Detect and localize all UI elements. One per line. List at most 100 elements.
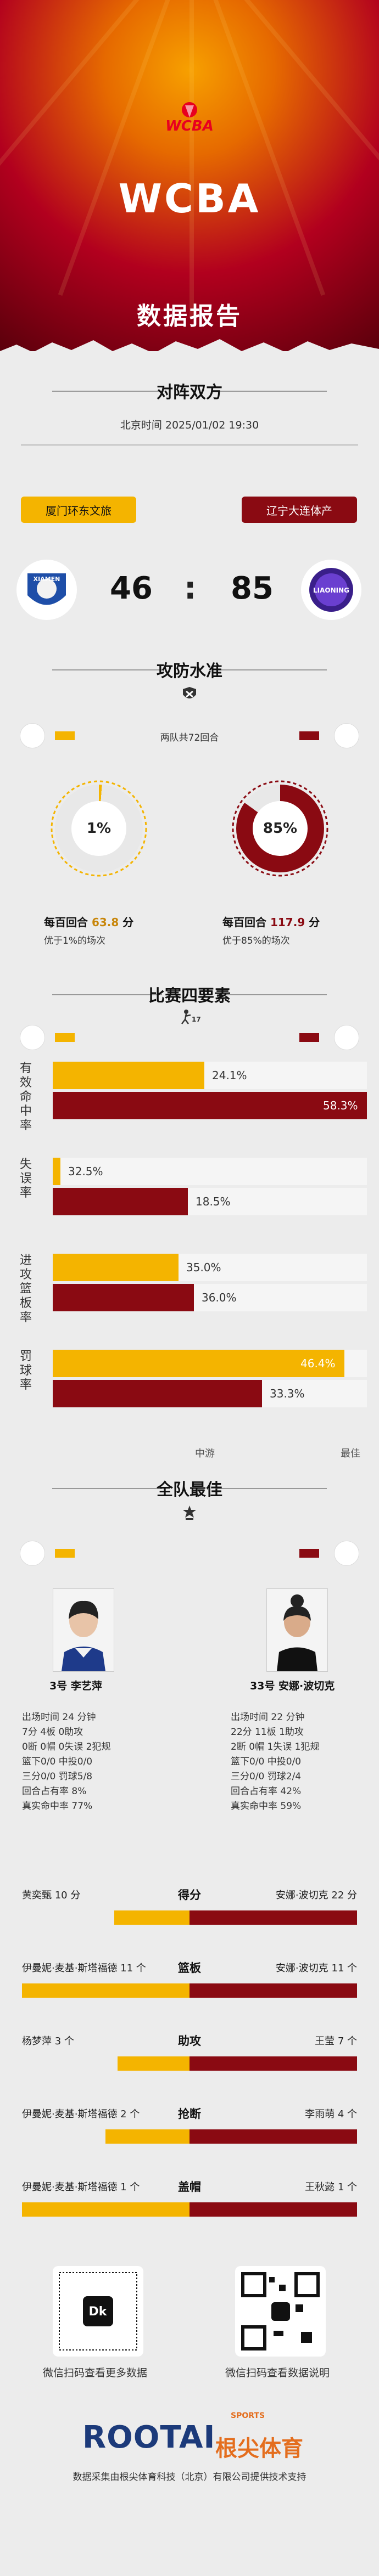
factor-bar-away bbox=[53, 1092, 367, 1119]
qr-left-caption: 微信扫码查看更多数据 bbox=[43, 2367, 148, 2379]
star-trophy-icon bbox=[183, 1506, 196, 1520]
efficiency-section-title: 攻防水准 bbox=[157, 662, 222, 681]
leader-bar-away bbox=[190, 1910, 357, 1925]
player-stat-line: 22分 11板 1助攻 bbox=[231, 1727, 304, 1738]
away-player-photo bbox=[266, 1588, 328, 1672]
svg-text:17: 17 bbox=[192, 1016, 200, 1023]
hero-banner: WCBA WCBA 数据报告 bbox=[0, 0, 379, 351]
score-colon: : bbox=[184, 571, 197, 606]
four-factors-section-title: 比赛四要素 bbox=[148, 987, 231, 1006]
factor-label: 进攻篮板率 bbox=[20, 1254, 32, 1324]
factor-bar-home bbox=[53, 1158, 60, 1185]
factor-value-home: 24.1% bbox=[212, 1069, 247, 1082]
leader-category-name: 篮板 bbox=[178, 1961, 201, 1975]
home-efficiency-ring: 1% bbox=[51, 780, 147, 877]
away-per100-line: 每百回合 117.9 分 bbox=[222, 916, 320, 929]
shield-cross-icon bbox=[183, 687, 196, 698]
player-stat-line: 三分0/0 罚球2/4 bbox=[231, 1771, 302, 1782]
leader-bar-away bbox=[190, 2202, 357, 2217]
factor-bar-home bbox=[53, 1062, 204, 1089]
rootai-brand: ROOTAI bbox=[82, 2420, 216, 2455]
home-team-logo-icon: XIAMEN bbox=[27, 573, 66, 605]
axis-mid-label: 中游 bbox=[195, 1448, 215, 1459]
leader-category-name: 盖帽 bbox=[178, 2180, 201, 2194]
player-stat-line: 回合占有率 42% bbox=[231, 1786, 302, 1797]
home-team-logo: XIAMEN bbox=[16, 560, 77, 620]
wcba-logo: WCBA bbox=[135, 98, 244, 136]
player-avatar-icon bbox=[267, 1589, 327, 1671]
leader-home-label: 黄奕甄 10 分 bbox=[22, 1890, 81, 1901]
best-section-title: 全队最佳 bbox=[157, 1480, 222, 1500]
factor-value-away: 33.3% bbox=[270, 1387, 305, 1400]
axis-best-label: 最佳 bbox=[341, 1448, 360, 1459]
player-stat-line: 出场时间 24 分钟 bbox=[22, 1712, 96, 1723]
leader-bar-away bbox=[190, 2056, 357, 2071]
qr-code-icon bbox=[241, 2272, 320, 2350]
leader-bar-home bbox=[105, 2129, 190, 2144]
leader-home-label: 杨梦萍 3 个 bbox=[22, 2036, 74, 2047]
away-mini-logo-ff bbox=[334, 1025, 359, 1050]
player-avatar-icon bbox=[53, 1589, 114, 1671]
leader-category-name: 得分 bbox=[178, 1889, 201, 1902]
leader-bar-away bbox=[190, 1983, 357, 1998]
factor-label: 有效命中率 bbox=[20, 1062, 32, 1132]
away-player-name: 33号 安娜·波切克 bbox=[250, 1680, 335, 1692]
player-dribble-icon: 17 bbox=[181, 1010, 200, 1024]
home-legend-bar-ff bbox=[55, 1033, 75, 1042]
away-team-logo-icon: LIAONING bbox=[309, 568, 353, 612]
player-stat-line: 篮下0/0 中投0/0 bbox=[22, 1756, 93, 1767]
leader-home-label: 伊曼妮·麦基·斯塔福德 2 个 bbox=[22, 2109, 140, 2120]
away-team-tag[interactable]: 辽宁大连体产 bbox=[242, 497, 357, 523]
match-datetime: 北京时间 2025/01/02 19:30 bbox=[120, 419, 259, 431]
svg-text:LIAONING: LIAONING bbox=[313, 587, 349, 594]
away-efficiency-pct: 85% bbox=[253, 801, 308, 856]
factor-value-home: 32.5% bbox=[68, 1165, 103, 1178]
away-legend-bar bbox=[299, 731, 319, 740]
player-stat-line: 真实命中率 77% bbox=[22, 1801, 93, 1812]
player-stat-line: 真实命中率 59% bbox=[231, 1801, 302, 1812]
leader-home-label: 伊曼妮·麦基·斯塔福德 11 个 bbox=[22, 1963, 146, 1974]
hero-title: WCBA bbox=[118, 176, 261, 222]
footer-note: 数据采集由根尖体育科技（北京）有限公司提供技术支持 bbox=[73, 2472, 306, 2483]
factor-value-home: 35.0% bbox=[186, 1261, 221, 1274]
leader-category-name: 抢断 bbox=[178, 2107, 201, 2121]
home-rank-text: 优于1%的场次 bbox=[44, 935, 105, 946]
svg-text:XIAMEN: XIAMEN bbox=[34, 576, 60, 583]
home-mini-logo-best bbox=[20, 1541, 45, 1566]
factor-value-away: 18.5% bbox=[196, 1195, 231, 1208]
away-mini-logo-best bbox=[334, 1541, 359, 1566]
factor-label: 失误率 bbox=[20, 1158, 32, 1200]
factor-bar-away bbox=[53, 1188, 188, 1215]
qr-code-data-explanation[interactable] bbox=[235, 2266, 326, 2357]
leader-away-label: 王莹 7 个 bbox=[315, 2036, 357, 2047]
hero-subtitle: 数据报告 bbox=[137, 302, 242, 330]
matchup-section-title: 对阵双方 bbox=[157, 383, 222, 402]
player-stat-line: 出场时间 22 分钟 bbox=[231, 1712, 305, 1723]
qr-code-more-data[interactable]: Dk bbox=[53, 2266, 143, 2357]
away-rank-text: 优于85%的场次 bbox=[222, 935, 290, 946]
away-efficiency-ring: 85% bbox=[232, 780, 328, 877]
wcba-logo-icon: WCBA bbox=[165, 102, 214, 134]
svg-text:WCBA: WCBA bbox=[165, 118, 214, 134]
factor-value-away: 36.0% bbox=[202, 1291, 237, 1304]
player-stat-line: 7分 4板 0助攻 bbox=[22, 1727, 83, 1738]
svg-text:Dk: Dk bbox=[89, 2305, 108, 2319]
qr-code-icon: Dk bbox=[59, 2272, 137, 2350]
brand-sports-label: SPORTS bbox=[231, 2411, 265, 2420]
home-mini-logo bbox=[20, 723, 45, 748]
player-stat-line: 篮下0/0 中投0/0 bbox=[231, 1756, 302, 1767]
away-score: 85 bbox=[231, 571, 274, 606]
leader-category-name: 助攻 bbox=[178, 2034, 201, 2048]
away-legend-bar-ff bbox=[299, 1033, 319, 1042]
leader-bar-home bbox=[22, 2202, 190, 2217]
home-team-tag[interactable]: 厦门环东文旅 bbox=[21, 497, 136, 523]
possessions-note: 两队共72回合 bbox=[160, 732, 219, 743]
factor-value-home: 46.4% bbox=[300, 1357, 336, 1370]
factor-bar-home bbox=[53, 1350, 344, 1377]
home-mini-logo-ff bbox=[20, 1025, 45, 1050]
leader-bar-home bbox=[22, 1983, 190, 1998]
factor-bar-away bbox=[53, 1284, 194, 1311]
home-per100-line: 每百回合 63.8 分 bbox=[44, 916, 134, 929]
leader-home-label: 伊曼妮·麦基·斯塔福德 1 个 bbox=[22, 2182, 140, 2193]
